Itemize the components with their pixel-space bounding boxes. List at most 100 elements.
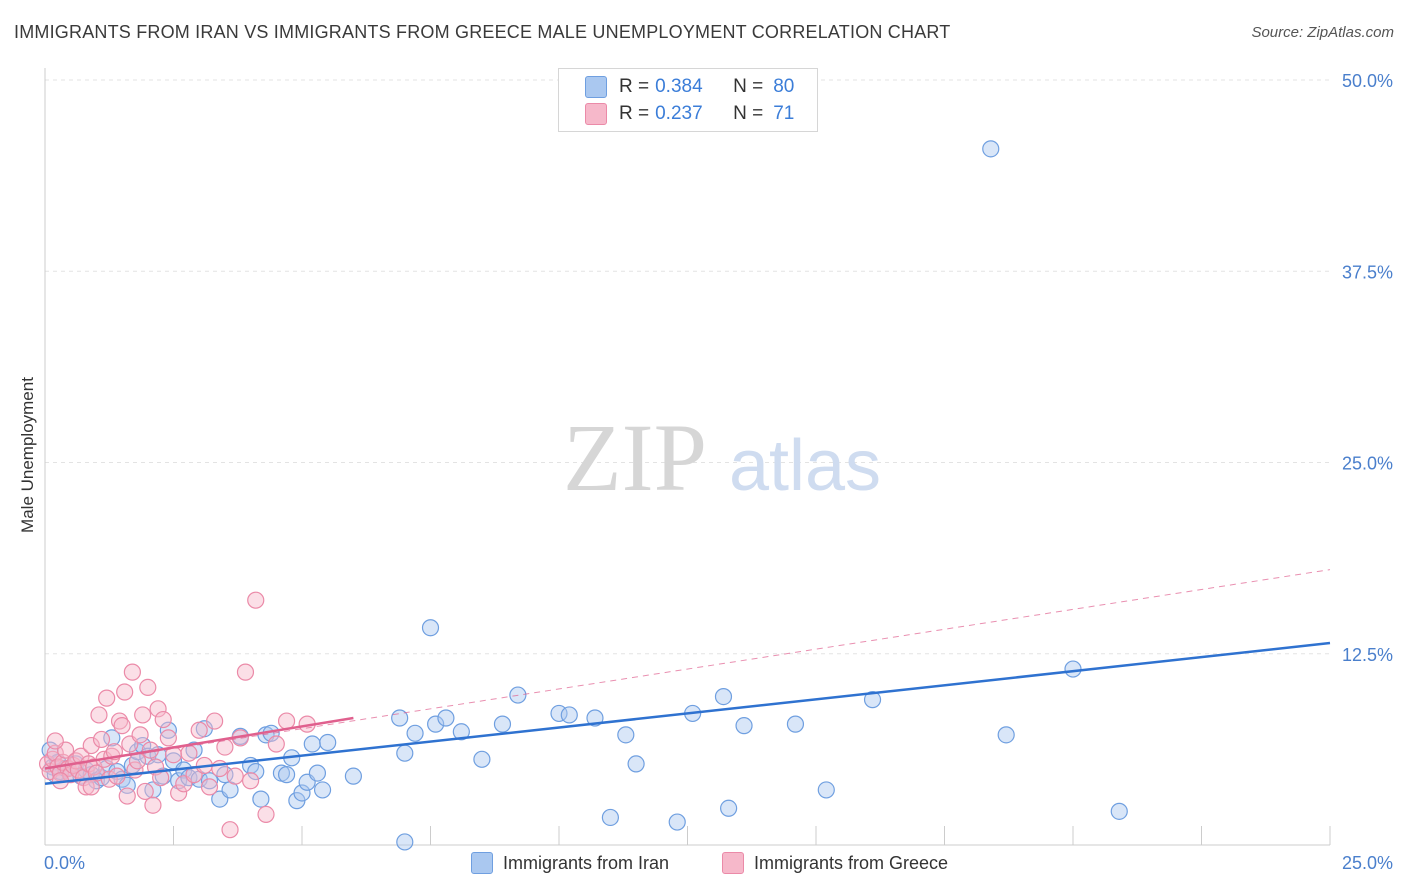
iran-point-52: [319, 733, 337, 752]
greece-point-64: [257, 805, 275, 824]
greece-point-50: [180, 744, 198, 762]
greece-point-58: [221, 821, 239, 839]
watermark: ZIP atlas: [563, 404, 881, 511]
chart-title: IMMIGRANTS FROM IRAN VS IMMIGRANTS FROM …: [14, 22, 951, 42]
greece-point-41: [144, 796, 162, 814]
iran-point-80: [601, 808, 620, 827]
x-tick-label-1: 25.0%: [1342, 853, 1393, 873]
iran-point-62: [493, 715, 512, 733]
iran-point-49: [303, 735, 321, 753]
trend-lines: [44, 569, 1331, 786]
watermark-atlas: atlas: [729, 426, 881, 506]
greece-swatch: [585, 103, 607, 125]
greece-point-66: [277, 712, 296, 730]
iran-point-77: [982, 140, 1000, 158]
greece-point-69: [82, 778, 100, 796]
y-tick-label-0: 12.5%: [1342, 645, 1393, 665]
greece-point-48: [170, 784, 188, 802]
iran-point-50: [308, 764, 327, 782]
iran-point-68: [627, 755, 645, 773]
greece-point-21: [92, 730, 111, 749]
tick-labels: 12.5% 25.0% 37.5% 50.0% 0.0% 25.0%: [44, 71, 1393, 873]
iran-r-label: R =: [619, 76, 650, 97]
iran-point-53: [344, 767, 362, 785]
greece-point-29: [113, 717, 131, 735]
x-tick-label-0: 0.0%: [44, 853, 85, 873]
iran-point-61: [473, 750, 491, 768]
iran-point-69: [668, 813, 686, 831]
iran-point-72: [720, 799, 738, 817]
iran-point-33: [200, 772, 219, 790]
greece-point-28: [110, 712, 129, 730]
correlation-legend: R = 0.384 N = 80 R = 0.237 N = 71: [558, 68, 818, 132]
iran-swatch: [585, 76, 607, 98]
legend-iran-label: Immigrants from Iran: [503, 852, 670, 873]
greece-point-62: [242, 772, 260, 790]
legend-row-greece: R = 0.237 N = 71: [585, 102, 794, 126]
series-legend-iran: Immigrants from Iran: [471, 852, 669, 874]
greece-points: [38, 591, 316, 839]
iran-point-59: [421, 619, 440, 637]
source-label: Source: ZipAtlas.com: [1251, 24, 1394, 41]
y-tick-label-3: 50.0%: [1342, 71, 1393, 91]
greece-point-17: [82, 736, 100, 755]
iran-point-56: [406, 724, 424, 742]
greece-point-52: [190, 721, 208, 739]
y-tick-label-1: 25.0%: [1342, 454, 1393, 474]
greece-point-55: [206, 712, 224, 730]
y-tick-label-2: 37.5%: [1342, 262, 1393, 282]
greece-point-65: [267, 735, 285, 753]
legend-greece-label: Immigrants from Greece: [754, 852, 949, 873]
iran-n-value: 80: [773, 76, 795, 97]
iran-point-40: [252, 790, 270, 808]
greece-point-33: [123, 663, 141, 681]
greece-n-label: N =: [733, 103, 764, 124]
gridlines: [45, 79, 1330, 655]
iran-point-44: [277, 766, 296, 784]
greece-point-67: [46, 732, 64, 750]
legend-row-iran: R = 0.384 N = 80: [585, 75, 794, 99]
iran-point-67: [617, 726, 635, 744]
iran-point-65: [560, 706, 578, 724]
iran-point-27: [170, 772, 188, 790]
axes: [44, 68, 1331, 846]
greece-point-43: [149, 700, 167, 718]
greece-point-36: [131, 726, 149, 744]
iran-point-79: [1064, 660, 1082, 678]
greece-point-46: [159, 729, 177, 747]
greece-point-61: [236, 663, 255, 681]
greece-n-value: 71: [773, 103, 795, 124]
iran-point-82: [1110, 802, 1128, 820]
iran-point-74: [786, 715, 805, 733]
legend-greece-swatch: [722, 852, 744, 874]
iran-trend-line: [44, 641, 1331, 786]
iran-point-78: [997, 726, 1015, 744]
iran-point-57: [427, 715, 445, 733]
iran-point-75: [817, 781, 835, 799]
iran-point-51: [313, 781, 332, 799]
greece-point-30: [116, 683, 134, 701]
watermark-zip: ZIP: [563, 404, 707, 511]
greece-point-37: [134, 706, 152, 724]
iran-point-55: [396, 744, 414, 762]
greece-point-38: [136, 782, 154, 801]
greece-point-39: [139, 678, 157, 697]
greece-point-23: [98, 689, 116, 707]
greece-trend-line: [44, 716, 354, 770]
iran-point-58: [437, 709, 455, 727]
iran-r-value: 0.384: [655, 76, 703, 97]
iran-n-label: N =: [733, 76, 764, 97]
greece-trend-extended: [44, 569, 1331, 769]
greece-r-value: 0.237: [655, 103, 703, 124]
iran-point-76: [863, 691, 882, 709]
iran-point-81: [396, 833, 414, 851]
iran-point-71: [714, 687, 733, 706]
greece-point-59: [226, 767, 244, 785]
greece-point-63: [247, 591, 265, 609]
legend-iran-swatch: [471, 852, 493, 874]
iran-point-60: [452, 723, 470, 741]
iran-point-47: [293, 784, 311, 802]
greece-point-45: [154, 710, 172, 729]
greece-point-54: [200, 778, 219, 796]
